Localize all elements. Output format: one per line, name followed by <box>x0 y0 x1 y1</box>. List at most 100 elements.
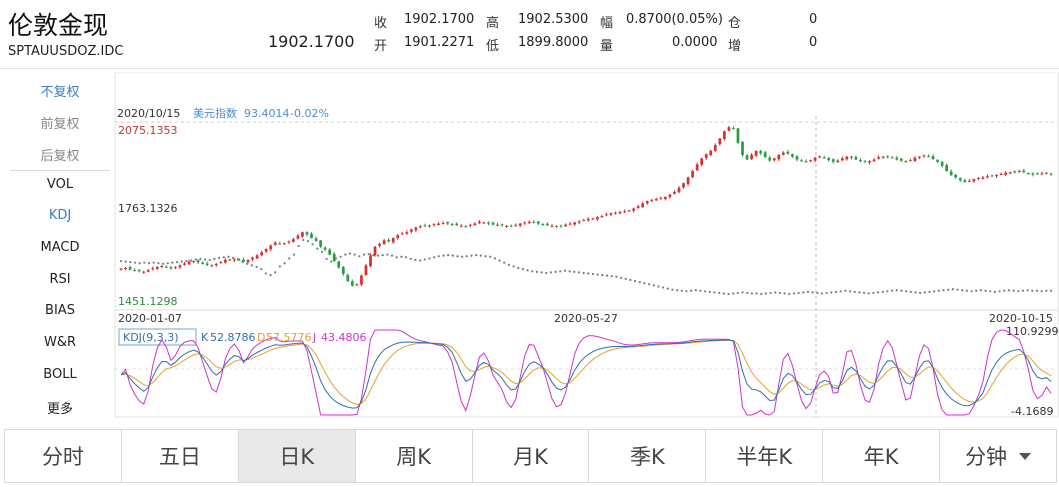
dollar-index-point <box>208 258 211 262</box>
dollar-index-point <box>975 289 978 292</box>
sidebar-item-vol[interactable]: VOL <box>46 177 74 192</box>
tab-daily-k[interactable]: 日K <box>238 430 356 482</box>
candle-body <box>605 214 608 216</box>
y-max-label: 2075.1353 <box>118 124 178 137</box>
candle-body <box>210 265 214 267</box>
dollar-index-point <box>676 289 679 292</box>
candle-body <box>355 284 359 286</box>
dollar-index-point <box>919 291 922 295</box>
quote-label: 收 <box>374 16 388 31</box>
tab-quarterly-k[interactable]: 季K <box>589 430 707 482</box>
tab-label: 日K <box>279 445 315 469</box>
dollar-index-point <box>587 272 590 275</box>
candle-body <box>763 152 767 158</box>
candle-body <box>822 157 826 159</box>
dollar-index-point <box>956 288 959 291</box>
dollar-index-point <box>353 253 356 256</box>
candle-body <box>881 156 885 158</box>
dollar-index-point <box>965 289 968 292</box>
quote-label: 开 <box>374 39 388 54</box>
kdj-max-label: 110.9299 <box>1006 325 1059 338</box>
dollar-index-point <box>1003 289 1006 292</box>
candle-body <box>478 221 481 224</box>
candle-body <box>532 221 536 223</box>
dollar-index-point <box>619 276 623 279</box>
candle-body <box>963 180 967 183</box>
tab-label: 半年K <box>736 445 793 469</box>
sidebar-item-forward-adjust[interactable]: 前复权 <box>40 117 80 132</box>
sidebar-item-boll[interactable]: BOLL <box>43 367 77 382</box>
candle-body <box>146 270 150 272</box>
sidebar-item-rsi[interactable]: RSI <box>49 272 71 287</box>
candle-body <box>128 267 132 270</box>
tab-weekly-k[interactable]: 周K <box>356 430 473 482</box>
dollar-index-point <box>129 261 132 264</box>
dollar-index-point <box>475 254 478 257</box>
candle-body <box>133 270 136 272</box>
dollar-index-point <box>629 278 632 282</box>
kdj-param-box[interactable] <box>118 328 197 346</box>
dollar-index-point <box>199 257 202 260</box>
candle-body <box>704 154 708 158</box>
dollar-index-point <box>872 291 875 295</box>
dollar-index-point <box>306 239 310 243</box>
tab-minute[interactable]: 分钟 <box>940 430 1056 482</box>
sidebar-item-bias[interactable]: BIAS <box>45 303 75 318</box>
dollar-index-point <box>437 255 440 258</box>
candle-body <box>137 269 141 272</box>
dollar-index-point <box>232 256 235 259</box>
quote-value: 1902.5300 <box>518 12 589 27</box>
dollar-index-point <box>839 290 842 293</box>
dollar-index-point <box>152 261 155 264</box>
candle-body <box>310 233 313 238</box>
candle-body <box>192 261 195 263</box>
quote-value: 0 <box>809 35 818 50</box>
candle-body <box>623 211 626 213</box>
dollar-index-point <box>1049 289 1053 292</box>
candle-body <box>913 157 917 161</box>
sidebar-item-no-adjust[interactable]: 不复权 <box>40 85 80 100</box>
quote-value: 0.0000 <box>672 35 718 50</box>
candle-body <box>219 262 223 264</box>
candle-body <box>400 233 404 235</box>
candle-body <box>255 255 259 259</box>
sidebar-item-backward-adjust[interactable]: 后复权 <box>40 149 80 164</box>
candle-body <box>931 156 935 159</box>
tab-half-year-k[interactable]: 半年K <box>706 430 824 482</box>
tab-five-day[interactable]: 五日 <box>122 430 239 482</box>
tab-intraday[interactable]: 分时 <box>5 430 122 482</box>
dollar-index-point <box>942 289 945 292</box>
candle-body <box>414 227 418 231</box>
candle-body <box>409 229 413 232</box>
candle-body <box>292 239 295 242</box>
kline-chart-area[interactable]: 2020/10/15 美元指数 93.4014 -0.02% 2075.1353… <box>113 71 1059 418</box>
candle-body <box>786 151 790 154</box>
sidebar-item-more[interactable]: 更多 <box>46 402 73 417</box>
sidebar-item-macd[interactable]: MACD <box>40 240 80 255</box>
candle-body <box>768 157 772 161</box>
candle-body <box>754 150 758 156</box>
quote-label: 高 <box>486 16 500 31</box>
overlay-change: -0.02% <box>290 107 329 120</box>
quote-value: 1901.2271 <box>404 35 475 50</box>
dollar-index-point <box>708 290 711 293</box>
dollar-index-point <box>750 292 754 295</box>
candle-body <box>868 161 871 163</box>
sidebar-item-wr[interactable]: W&R <box>43 335 77 350</box>
overlay-value: 93.4014 <box>244 107 290 120</box>
sidebar-divider <box>10 170 110 171</box>
dollar-index-point <box>802 291 805 294</box>
sidebar-item-kdj[interactable]: KDJ <box>48 208 72 223</box>
candle-body <box>691 171 694 178</box>
candle-body <box>419 226 422 228</box>
dollar-index-point <box>699 289 702 292</box>
dollar-index-point <box>690 289 693 292</box>
dollar-index-point <box>409 257 412 260</box>
dollar-index-point <box>610 275 613 278</box>
candle-body <box>573 222 577 225</box>
dollar-index-point <box>783 292 786 295</box>
tab-yearly-k[interactable]: 年K <box>823 430 941 482</box>
tab-monthly-k[interactable]: 月K <box>473 430 590 482</box>
candle-body <box>319 240 322 247</box>
candle-body <box>967 180 971 182</box>
